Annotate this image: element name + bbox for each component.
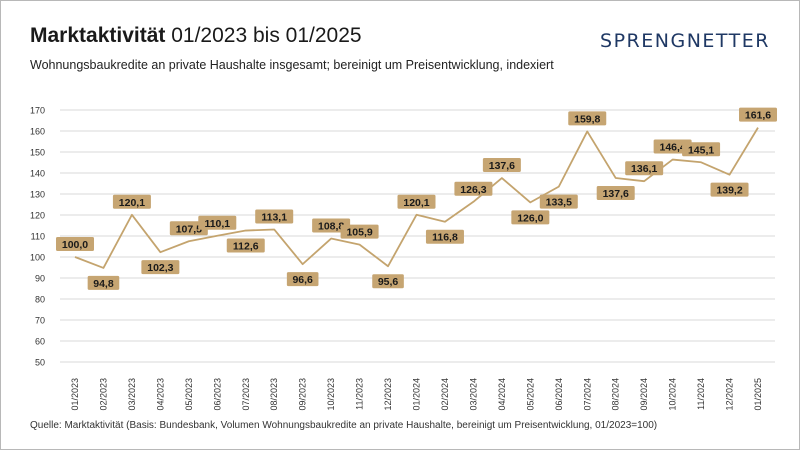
y-tick-label: 150 xyxy=(30,148,45,158)
data-label: 96,6 xyxy=(292,274,313,286)
x-tick-label: 05/2024 xyxy=(525,378,535,411)
data-label: 112,6 xyxy=(233,241,259,253)
y-tick-label: 90 xyxy=(35,274,45,284)
y-tick-label: 110 xyxy=(31,232,45,242)
x-tick-label: 02/2024 xyxy=(440,378,450,411)
series-line xyxy=(74,127,759,269)
x-tick-label: 11/2023 xyxy=(355,378,365,410)
data-label-box xyxy=(710,182,749,197)
data-label-box xyxy=(625,161,664,176)
chart-title: Marktaktivität 01/2023 bis 01/2025 xyxy=(30,24,362,48)
x-tick-label: 08/2023 xyxy=(269,378,279,411)
x-tick-label: 10/2024 xyxy=(668,378,678,411)
data-label-box xyxy=(87,275,120,290)
data-label: 139,2 xyxy=(716,185,742,197)
data-label: 159,8 xyxy=(574,113,600,125)
x-tick-label: 01/2023 xyxy=(70,378,80,411)
x-tick-label: 07/2024 xyxy=(582,378,592,411)
data-label-box xyxy=(511,210,550,225)
data-label: 133,5 xyxy=(546,197,572,209)
y-tick-label: 120 xyxy=(30,211,45,221)
x-tick-label: 11/2024 xyxy=(696,378,706,410)
title-rest: 01/2023 bis 01/2025 xyxy=(171,24,362,47)
x-tick-label: 01/2024 xyxy=(412,378,422,411)
x-tick-label: 02/2023 xyxy=(98,378,108,411)
data-label-box xyxy=(425,229,464,244)
data-label: 120,1 xyxy=(119,197,145,209)
data-label-box xyxy=(454,181,493,196)
data-label-box xyxy=(112,194,151,209)
x-tick-label: 09/2024 xyxy=(639,378,649,411)
data-label: 105,9 xyxy=(346,227,372,239)
x-tick-label: 04/2023 xyxy=(155,378,165,411)
data-label-box xyxy=(226,238,265,253)
brand-logo: SPRENGNETTER xyxy=(600,30,770,52)
data-label: 137,6 xyxy=(489,160,515,172)
x-tick-label: 07/2023 xyxy=(241,378,251,411)
data-label-box xyxy=(596,186,635,201)
x-tick-label: 08/2024 xyxy=(611,378,621,411)
y-tick-label: 70 xyxy=(35,316,45,326)
data-label: 137,6 xyxy=(603,188,629,200)
data-label-box xyxy=(141,260,180,275)
x-tick-label: 12/2024 xyxy=(725,378,735,411)
data-label: 108,8 xyxy=(318,221,344,233)
data-label: 116,8 xyxy=(432,232,458,244)
data-label: 126,3 xyxy=(460,184,486,196)
x-tick-label: 03/2023 xyxy=(127,378,137,411)
data-label-box xyxy=(340,224,379,239)
data-label-box xyxy=(482,158,521,173)
data-label-box xyxy=(198,215,237,230)
data-label-box xyxy=(739,107,777,122)
data-label: 100,0 xyxy=(62,239,88,251)
x-tick-label: 10/2023 xyxy=(326,378,336,411)
data-label-box xyxy=(682,142,721,157)
x-tick-label: 06/2023 xyxy=(212,378,222,411)
y-tick-label: 130 xyxy=(30,190,45,200)
y-tick-label: 160 xyxy=(30,127,45,137)
data-label: 146,4 xyxy=(659,142,685,154)
data-label: 94,8 xyxy=(93,278,114,290)
data-label-box xyxy=(568,111,607,126)
data-label: 113,1 xyxy=(261,211,287,223)
data-label: 107,5 xyxy=(176,223,202,235)
data-label: 120,1 xyxy=(403,197,429,209)
source-note: Quelle: Marktaktivität (Basis: Bundesban… xyxy=(30,420,658,431)
data-label: 161,6 xyxy=(745,110,771,122)
x-tick-label: 09/2023 xyxy=(298,378,308,411)
y-tick-label: 60 xyxy=(35,337,45,347)
y-tick-label: 140 xyxy=(30,169,45,179)
y-tick-label: 170 xyxy=(30,106,45,116)
data-label: 95,6 xyxy=(378,276,399,288)
y-tick-label: 80 xyxy=(35,295,45,305)
chart-subtitle: Wohnungsbaukredite an private Haushalte … xyxy=(30,58,554,72)
x-tick-label: 04/2024 xyxy=(497,378,507,411)
data-label-box xyxy=(286,272,319,287)
y-tick-label: 100 xyxy=(30,253,45,263)
data-label-box xyxy=(255,209,294,224)
data-label: 136,1 xyxy=(631,163,657,175)
data-label-box xyxy=(539,194,578,209)
x-tick-label: 12/2023 xyxy=(383,378,393,411)
data-label-box xyxy=(372,274,404,289)
title-bold: Marktaktivität xyxy=(30,24,166,47)
x-tick-label: 06/2024 xyxy=(554,378,564,411)
data-label: 145,1 xyxy=(688,144,714,156)
data-label-box xyxy=(56,237,94,251)
x-tick-label: 01/2025 xyxy=(753,378,763,411)
data-label: 102,3 xyxy=(147,262,173,274)
x-tick-label: 05/2023 xyxy=(184,378,194,411)
data-label: 126,0 xyxy=(517,212,543,224)
x-tick-label: 03/2024 xyxy=(468,378,478,411)
data-label: 110,1 xyxy=(204,218,230,230)
y-tick-label: 50 xyxy=(35,358,45,368)
data-label-box xyxy=(397,194,436,209)
